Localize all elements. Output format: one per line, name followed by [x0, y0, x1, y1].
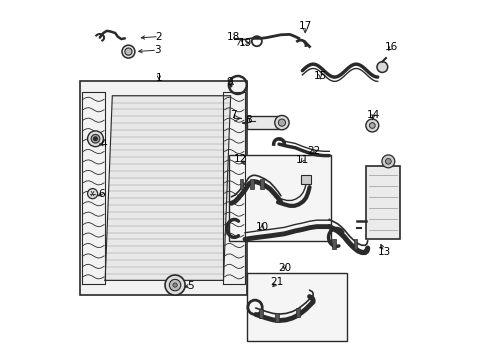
Bar — [260, 179, 264, 189]
Text: 11: 11 — [296, 155, 309, 165]
Circle shape — [386, 158, 391, 164]
Text: 7: 7 — [230, 111, 237, 121]
Text: 10: 10 — [256, 222, 269, 231]
Text: 4: 4 — [100, 139, 107, 149]
Bar — [229, 155, 331, 241]
Circle shape — [173, 283, 177, 287]
Circle shape — [275, 116, 289, 130]
Polygon shape — [105, 96, 231, 280]
Circle shape — [88, 131, 103, 147]
Bar — [366, 166, 400, 239]
Circle shape — [88, 189, 98, 199]
Bar — [240, 179, 243, 189]
Circle shape — [91, 134, 100, 143]
Bar — [247, 273, 347, 341]
Circle shape — [94, 137, 97, 140]
Bar — [275, 313, 279, 322]
Circle shape — [278, 119, 286, 126]
Circle shape — [122, 45, 135, 58]
Text: 3: 3 — [154, 45, 160, 55]
Bar — [80, 81, 247, 295]
Circle shape — [369, 123, 375, 129]
Text: 2: 2 — [156, 32, 162, 41]
Text: 8: 8 — [245, 115, 252, 125]
Text: 19: 19 — [239, 38, 252, 48]
Bar — [300, 175, 311, 184]
Text: 18: 18 — [227, 32, 240, 41]
Text: 13: 13 — [377, 247, 391, 257]
Circle shape — [382, 155, 395, 168]
Circle shape — [125, 48, 132, 55]
Bar — [296, 308, 300, 317]
Text: 5: 5 — [187, 281, 194, 291]
Text: 17: 17 — [298, 21, 312, 31]
Bar — [354, 239, 357, 249]
Circle shape — [165, 275, 185, 295]
Bar — [332, 239, 336, 249]
Text: 15: 15 — [314, 71, 327, 81]
Text: 16: 16 — [385, 42, 398, 52]
Text: 21: 21 — [270, 277, 284, 287]
Circle shape — [366, 119, 379, 132]
Bar — [247, 116, 279, 130]
Text: 9: 9 — [226, 77, 233, 87]
Circle shape — [377, 62, 388, 72]
Text: 6: 6 — [98, 189, 105, 199]
Bar — [250, 179, 254, 189]
Text: 1: 1 — [156, 73, 162, 83]
Circle shape — [170, 279, 181, 291]
Text: 22: 22 — [308, 145, 321, 156]
Text: 12: 12 — [234, 154, 247, 164]
Text: 14: 14 — [367, 111, 380, 121]
Bar — [259, 309, 263, 318]
Text: 20: 20 — [278, 263, 291, 273]
